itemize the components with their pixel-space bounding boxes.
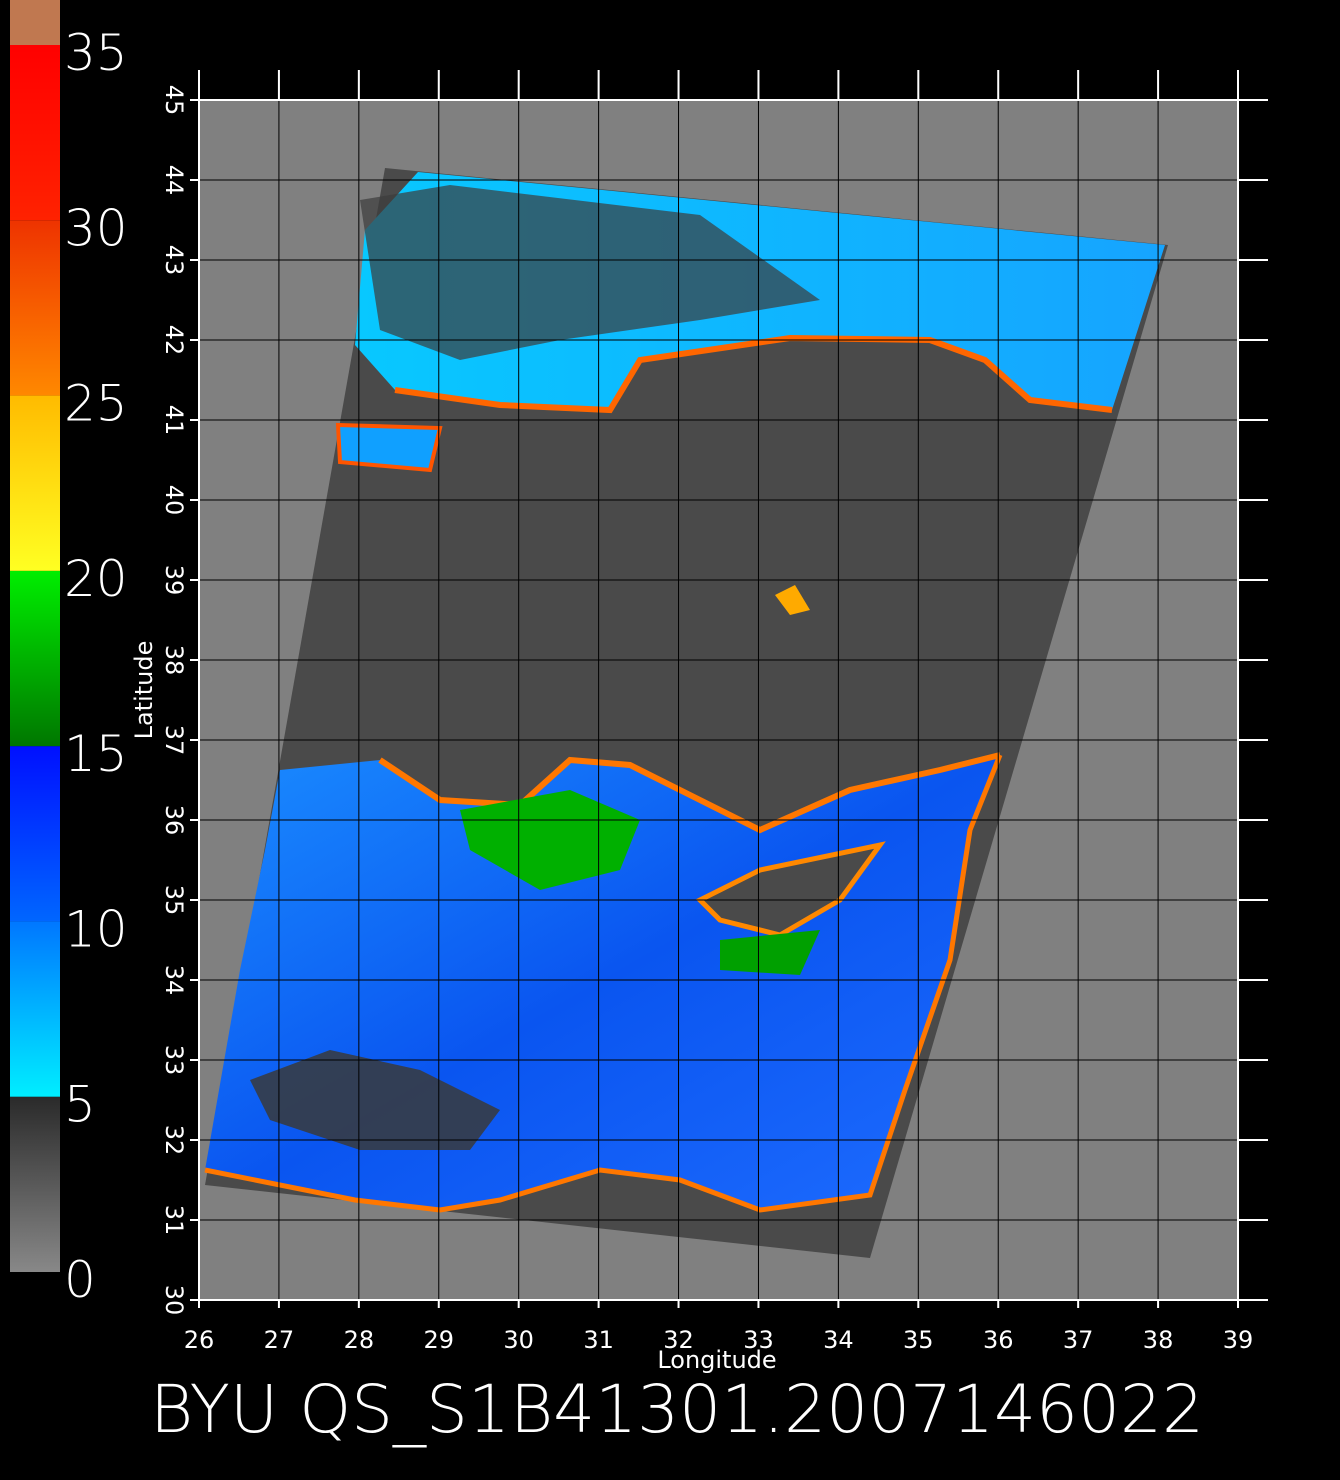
y-tick-label: 32 (160, 1125, 188, 1156)
y-tick-label: 30 (160, 1285, 188, 1316)
marmara (335, 422, 443, 473)
x-tick-label: 34 (823, 1326, 854, 1354)
x-tick-label: 26 (184, 1326, 215, 1354)
colorbar-segment (10, 921, 60, 1097)
x-tick-label: 27 (264, 1326, 295, 1354)
colorbar-segment (10, 395, 60, 571)
coast (394, 334, 1113, 414)
coast (378, 752, 1001, 834)
x-axis-label: Longitude (657, 1346, 776, 1374)
y-tick-label: 35 (160, 885, 188, 916)
x-tick-label: 37 (1063, 1326, 1094, 1354)
y-tick-label: 42 (160, 325, 188, 356)
colorbar-segment (10, 570, 60, 747)
y-tick-label: 40 (160, 485, 188, 516)
colorbar-segment (10, 220, 60, 396)
y-tick-label: 41 (160, 405, 188, 436)
y-tick-label: 31 (160, 1205, 188, 1236)
coast (204, 754, 1003, 1213)
colorbar-label: 25 (64, 375, 128, 433)
colorbar-label: 30 (64, 199, 128, 257)
colorbar-cap (10, 0, 60, 45)
colorbar-segment (10, 746, 60, 922)
colorbar-label: 5 (64, 1076, 96, 1134)
low-wind (250, 1050, 500, 1150)
y-tick-label: 37 (160, 725, 188, 756)
y-tick-label: 43 (160, 245, 188, 276)
y-tick-label: 34 (160, 965, 188, 996)
low-wind (360, 185, 820, 360)
y-tick-label: 33 (160, 1045, 188, 1076)
x-tick-label: 28 (344, 1326, 375, 1354)
colorbar-segment (10, 1096, 60, 1272)
shallow (720, 930, 820, 975)
colorbar-label: 15 (64, 725, 128, 783)
y-axis-label: Latitude (130, 641, 158, 740)
colorbar-label: 0 (64, 1251, 96, 1309)
x-tick-label: 35 (903, 1326, 934, 1354)
colorbar-label: 10 (64, 900, 128, 958)
y-tick-label: 36 (160, 805, 188, 836)
y-tick-label: 38 (160, 645, 188, 676)
x-tick-label: 30 (503, 1326, 534, 1354)
y-tick-label: 45 (160, 85, 188, 116)
x-tick-label: 33 (743, 1326, 774, 1354)
shallow (460, 790, 640, 890)
colorbar-segment (10, 45, 60, 221)
x-tick-label: 38 (1143, 1326, 1174, 1354)
grid (190, 70, 1268, 1308)
x-tick-label: 36 (983, 1326, 1014, 1354)
y-tick-label: 44 (160, 165, 188, 196)
labels: 26 27 28 29 30 31 32 33 34 35 36 37 38 39 30 31 32 33 34 35… (160, 85, 1253, 1354)
x-tick-label: 31 (583, 1326, 614, 1354)
frame (198, 99, 1239, 1301)
x-tick-label: 32 (663, 1326, 694, 1354)
colorbar-label: 20 (64, 550, 128, 608)
title: BYU QS_S1B41301.2007146022 (150, 1371, 1204, 1448)
lake (775, 585, 810, 615)
y-tick-label: 39 (160, 565, 188, 596)
x-tick-label: 29 (423, 1326, 454, 1354)
x-tick-label: 39 (1223, 1326, 1254, 1354)
colorbar-label: 35 (64, 24, 128, 82)
